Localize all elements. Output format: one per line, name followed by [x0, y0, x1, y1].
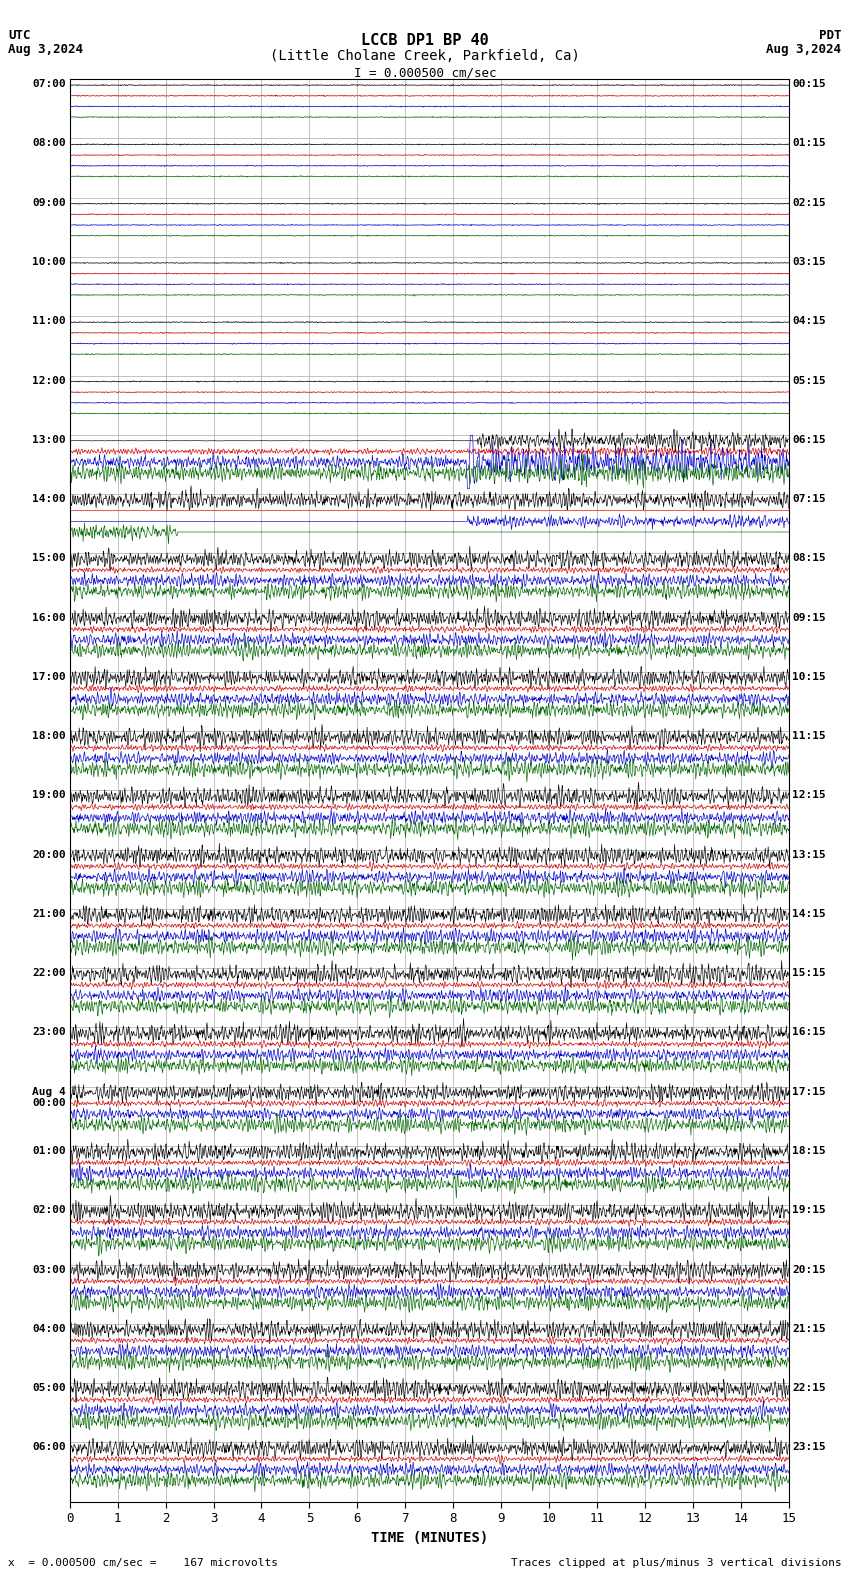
Text: 23:00: 23:00: [32, 1028, 66, 1038]
Text: 05:00: 05:00: [32, 1383, 66, 1392]
Text: 09:00: 09:00: [32, 198, 66, 208]
Text: 17:00: 17:00: [32, 672, 66, 681]
Text: 10:00: 10:00: [32, 257, 66, 268]
Text: 21:00: 21:00: [32, 909, 66, 919]
Text: 20:15: 20:15: [792, 1264, 826, 1275]
Text: 02:00: 02:00: [32, 1205, 66, 1215]
Text: 06:15: 06:15: [792, 434, 826, 445]
Text: 02:15: 02:15: [792, 198, 826, 208]
Text: 05:15: 05:15: [792, 375, 826, 385]
Text: 12:00: 12:00: [32, 375, 66, 385]
Text: 03:15: 03:15: [792, 257, 826, 268]
Text: I = 0.000500 cm/sec: I = 0.000500 cm/sec: [354, 67, 496, 79]
Text: 06:00: 06:00: [32, 1443, 66, 1453]
Text: 01:15: 01:15: [792, 138, 826, 149]
X-axis label: TIME (MINUTES): TIME (MINUTES): [371, 1530, 488, 1544]
Text: Traces clipped at plus/minus 3 vertical divisions: Traces clipped at plus/minus 3 vertical …: [511, 1559, 842, 1568]
Text: 08:00: 08:00: [32, 138, 66, 149]
Text: 03:00: 03:00: [32, 1264, 66, 1275]
Text: 17:15: 17:15: [792, 1087, 826, 1096]
Text: 13:15: 13:15: [792, 849, 826, 860]
Text: 11:00: 11:00: [32, 317, 66, 326]
Text: 16:00: 16:00: [32, 613, 66, 623]
Text: 18:15: 18:15: [792, 1147, 826, 1156]
Text: 07:15: 07:15: [792, 494, 826, 504]
Text: 15:00: 15:00: [32, 553, 66, 564]
Text: 22:00: 22:00: [32, 968, 66, 979]
Text: 19:15: 19:15: [792, 1205, 826, 1215]
Text: LCCB DP1 BP 40: LCCB DP1 BP 40: [361, 33, 489, 48]
Text: 21:15: 21:15: [792, 1324, 826, 1334]
Text: 22:15: 22:15: [792, 1383, 826, 1392]
Text: 09:15: 09:15: [792, 613, 826, 623]
Text: 12:15: 12:15: [792, 790, 826, 800]
Text: UTC: UTC: [8, 29, 31, 41]
Text: 14:15: 14:15: [792, 909, 826, 919]
Text: 23:15: 23:15: [792, 1443, 826, 1453]
Text: 01:00: 01:00: [32, 1147, 66, 1156]
Text: 14:00: 14:00: [32, 494, 66, 504]
Text: 19:00: 19:00: [32, 790, 66, 800]
Text: 08:15: 08:15: [792, 553, 826, 564]
Text: Aug 3,2024: Aug 3,2024: [767, 43, 842, 55]
Text: PDT: PDT: [819, 29, 842, 41]
Text: 10:15: 10:15: [792, 672, 826, 681]
Text: 04:00: 04:00: [32, 1324, 66, 1334]
Text: 04:15: 04:15: [792, 317, 826, 326]
Text: 18:00: 18:00: [32, 732, 66, 741]
Text: 15:15: 15:15: [792, 968, 826, 979]
Text: 16:15: 16:15: [792, 1028, 826, 1038]
Text: Aug 3,2024: Aug 3,2024: [8, 43, 83, 55]
Text: 00:15: 00:15: [792, 79, 826, 89]
Text: (Little Cholane Creek, Parkfield, Ca): (Little Cholane Creek, Parkfield, Ca): [270, 49, 580, 63]
Text: Aug 4
00:00: Aug 4 00:00: [32, 1087, 66, 1107]
Text: 20:00: 20:00: [32, 849, 66, 860]
Text: 07:00: 07:00: [32, 79, 66, 89]
Text: x  = 0.000500 cm/sec =    167 microvolts: x = 0.000500 cm/sec = 167 microvolts: [8, 1559, 279, 1568]
Text: 13:00: 13:00: [32, 434, 66, 445]
Text: 11:15: 11:15: [792, 732, 826, 741]
